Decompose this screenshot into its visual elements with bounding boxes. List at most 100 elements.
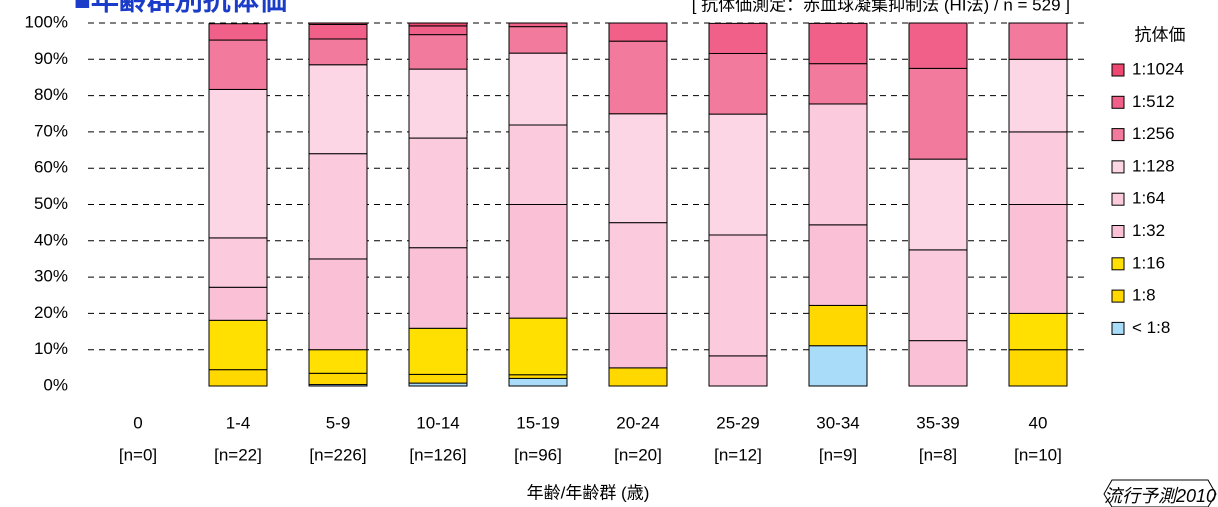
bar-segment: [408, 34, 468, 70]
legend-swatch: [1111, 192, 1125, 206]
x-tick-label: 0: [133, 413, 142, 432]
legend-swatch: [1111, 95, 1125, 109]
bar-segment: [708, 22, 768, 54]
bar-segment: [908, 158, 968, 251]
x-tick-label: 20-24: [616, 413, 659, 432]
chart-subtitle: [ 抗体価測定：赤血球凝集抑制法 (HI法) / n = 529 ]: [692, 0, 1070, 14]
bar-segment: [608, 113, 668, 224]
sample-size-label: [n=126]: [409, 445, 466, 464]
bar-segment: [308, 258, 368, 351]
y-tick-label: 90%: [34, 49, 68, 68]
sample-size-label: [n=0]: [119, 445, 157, 464]
chart-title: ■年齢群別抗体価: [74, 0, 287, 15]
legend-swatch: [1111, 289, 1125, 303]
bar-segment: [1008, 312, 1068, 351]
bar-segment: [508, 374, 568, 379]
sample-size-label: [n=10]: [1014, 445, 1062, 464]
x-tick-label: 1-4: [226, 413, 251, 432]
badge: 流行予測2010: [1104, 486, 1216, 506]
sample-size-label: [n=226]: [309, 445, 366, 464]
bar-segment: [208, 319, 268, 371]
legend-swatch: [1111, 257, 1125, 271]
bar-segment: [208, 237, 268, 288]
y-tick-label: 80%: [34, 85, 68, 104]
bar-segment: [408, 25, 468, 36]
bar-segment: [1008, 204, 1068, 314]
bar-segment: [208, 88, 268, 239]
x-tick-label: 10-14: [416, 413, 459, 432]
bar-segment: [508, 52, 568, 126]
y-tick-label: 100%: [25, 12, 68, 31]
bar-segment: [408, 68, 468, 139]
bar-segment: [408, 327, 468, 375]
bar-segment: [208, 286, 268, 321]
sample-size-label: [n=22]: [214, 445, 262, 464]
y-tick-label: 20%: [34, 303, 68, 322]
y-tick-label: 50%: [34, 194, 68, 213]
bar-segment: [708, 234, 768, 357]
legend-swatch: [1111, 225, 1125, 238]
bar-segment: [808, 224, 868, 306]
bar-segment: [608, 367, 668, 387]
y-tick-label: 10%: [34, 339, 68, 358]
bar-segment: [308, 153, 368, 260]
legend-label: 1:1024: [1132, 59, 1184, 78]
legend-label: 1:32: [1132, 221, 1165, 240]
bar-segment: [208, 23, 268, 41]
bar-segment: [808, 304, 868, 347]
legend-label: 1:512: [1132, 92, 1175, 111]
sample-size-label: [n=9]: [819, 445, 857, 464]
bar-segment: [408, 137, 468, 249]
bar-segment: [908, 249, 968, 342]
bar-segment: [808, 103, 868, 226]
legend-swatch: [1111, 128, 1125, 142]
bar-segment: [1008, 131, 1068, 205]
bar-segment: [708, 355, 768, 387]
legend-label: 1:64: [1132, 189, 1165, 208]
bar-segment: [408, 247, 468, 329]
bar-segment: [308, 64, 368, 155]
sample-size-label: [n=20]: [614, 445, 662, 464]
legend-title: 抗体価: [1135, 25, 1186, 44]
bar-segment: [1008, 22, 1068, 60]
bar-segment: [608, 312, 668, 369]
bar-segment: [708, 113, 768, 236]
y-tick-label: 60%: [34, 158, 68, 177]
bar-segment: [908, 67, 968, 160]
bar-segment: [508, 22, 568, 28]
x-tick-label: 35-39: [916, 413, 959, 432]
y-tick-label: 0%: [43, 375, 68, 394]
bar-segment: [608, 40, 668, 115]
x-tick-label: 15-19: [516, 413, 559, 432]
bar-segment: [908, 22, 968, 69]
legend-label: 1:256: [1132, 124, 1175, 143]
bar-segment: [608, 222, 668, 314]
bar-segment: [508, 26, 568, 54]
legend-label: 1:16: [1132, 253, 1165, 272]
x-tick-label: 30-34: [816, 413, 859, 432]
x-axis-label: 年齢/年齢群 (歳): [527, 483, 650, 502]
x-tick-label: 25-29: [716, 413, 759, 432]
bar-segment: [308, 22, 368, 25]
bar-segment: [808, 63, 868, 105]
bar-segment: [308, 23, 368, 40]
x-tick-label: 40: [1029, 413, 1048, 432]
bar-segment: [308, 349, 368, 374]
bar-segment: [708, 52, 768, 115]
bar-segment: [208, 39, 268, 90]
legend-label: < 1:8: [1132, 318, 1170, 337]
badge-frame: [1103, 479, 1217, 507]
sample-size-label: [n=96]: [514, 445, 562, 464]
bar-segment: [908, 340, 968, 387]
bar-segment: [1008, 349, 1068, 387]
y-tick-label: 70%: [34, 121, 68, 140]
bar-segment: [308, 372, 368, 386]
bar-segment: [308, 38, 368, 66]
x-tick-label: 5-9: [326, 413, 351, 432]
legend-swatch: [1111, 63, 1125, 77]
bar-segment: [608, 22, 668, 42]
bar-segment: [408, 22, 468, 27]
bar-segment: [508, 377, 568, 387]
bar-segment: [208, 369, 268, 387]
